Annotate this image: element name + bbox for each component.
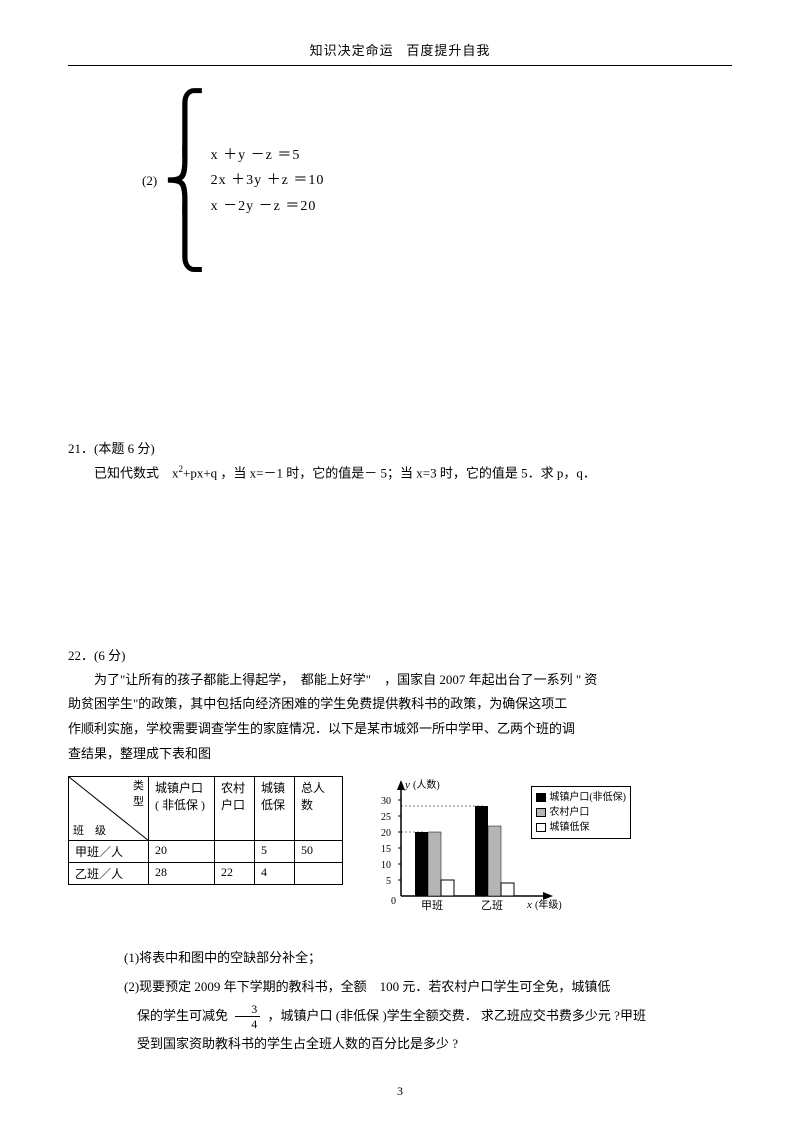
- q22-intro: 为了"让所有的孩子都能上得起学， 都能上好学" ，国家自 2007 年起出台了一…: [68, 668, 732, 767]
- swatch-gray: [536, 808, 546, 817]
- question-21: 21．(本题 6 分) 已知代数式 x2+px+q ，当 x=－1 时，它的值是…: [68, 438, 732, 485]
- col-city-nonlow: 城镇户口( 非低保 ): [149, 777, 215, 841]
- q22-sub1: (1)将表中和图中的空缺部分补全；: [124, 944, 732, 973]
- table-row: 乙班／人 28 22 4: [69, 863, 343, 885]
- svg-text:30: 30: [381, 796, 391, 807]
- svg-text:10: 10: [381, 860, 391, 871]
- col-rural: 农村户口: [215, 777, 255, 841]
- svg-text:(年级): (年级): [535, 898, 562, 911]
- svg-text:甲班: 甲班: [421, 899, 443, 912]
- svg-text:乙班: 乙班: [481, 899, 503, 912]
- svg-text:x: x: [526, 899, 532, 911]
- chart-legend: 城镇户口(非低保) 农村户口 城镇低保: [531, 786, 631, 839]
- svg-text:20: 20: [381, 828, 391, 839]
- left-brace: ⎧⎨⎩: [163, 94, 207, 268]
- eq-prefix: (2): [142, 169, 157, 192]
- svg-text:25: 25: [381, 812, 391, 823]
- svg-text:0: 0: [391, 896, 396, 907]
- question-22: 22．(6 分) 为了"让所有的孩子都能上得起学， 都能上好学" ，国家自 20…: [68, 645, 732, 1059]
- table-row: 甲班／人 20 5 50: [69, 841, 343, 863]
- col-city-low: 城镇低保: [255, 777, 295, 841]
- q22-number: 22．(6 分): [68, 645, 732, 664]
- q21-number: 21．(本题 6 分): [68, 438, 732, 457]
- header-right: 百度提升自我: [406, 43, 490, 58]
- swatch-white: [536, 823, 546, 832]
- header-left: 知识决定命运: [310, 43, 394, 58]
- eq-line-1: x ＋y －z ＝5: [211, 143, 325, 168]
- bar-chart: y (人数) 30 25 20 15 10 5 0 甲班 乙班 x (年级) 城…: [371, 776, 631, 916]
- eq-line-2: 2x ＋3y ＋z ＝10: [211, 168, 325, 193]
- data-table: 类型 班 级 城镇户口( 非低保 ) 农村户口 城镇低保 总人数 甲班／人 20…: [68, 776, 343, 885]
- svg-text:5: 5: [386, 876, 391, 887]
- page-number: 3: [0, 1084, 800, 1099]
- q22-subquestions: (1)将表中和图中的空缺部分补全； (2)现要预定 2009 年下学期的教科书，…: [124, 944, 732, 1058]
- svg-text:15: 15: [381, 844, 391, 855]
- table-diag-header: 类型 班 级: [69, 777, 149, 841]
- fraction-3-4: 3 4: [235, 1003, 260, 1030]
- q22-sub2a: (2)现要预定 2009 年下学期的教科书，全额 100 元．若农村户口学生可全…: [124, 973, 732, 1002]
- col-total: 总人数: [295, 777, 343, 841]
- eq-line-3: x －2y －z ＝20: [211, 194, 325, 219]
- q22-sub2c: 受到国家资助教科书的学生占全班人数的百分比是多少 ?: [124, 1030, 732, 1059]
- y-axis-label: y: [404, 779, 410, 791]
- swatch-black: [536, 793, 546, 802]
- q22-sub2b: 保的学生可减免 3 4 ，城镇户口 (非低保 )学生全额交费． 求乙班应交书费多…: [124, 1002, 732, 1031]
- page-header: 知识决定命运 百度提升自我: [68, 40, 732, 66]
- svg-text:(人数): (人数): [413, 778, 440, 791]
- equation-system: (2) ⎧⎨⎩ x ＋y －z ＝5 2x ＋3y ＋z ＝10 x －2y －…: [142, 94, 732, 268]
- q21-body: 已知代数式 x2+px+q ，当 x=－1 时，它的值是－ 5；当 x=3 时，…: [68, 461, 732, 485]
